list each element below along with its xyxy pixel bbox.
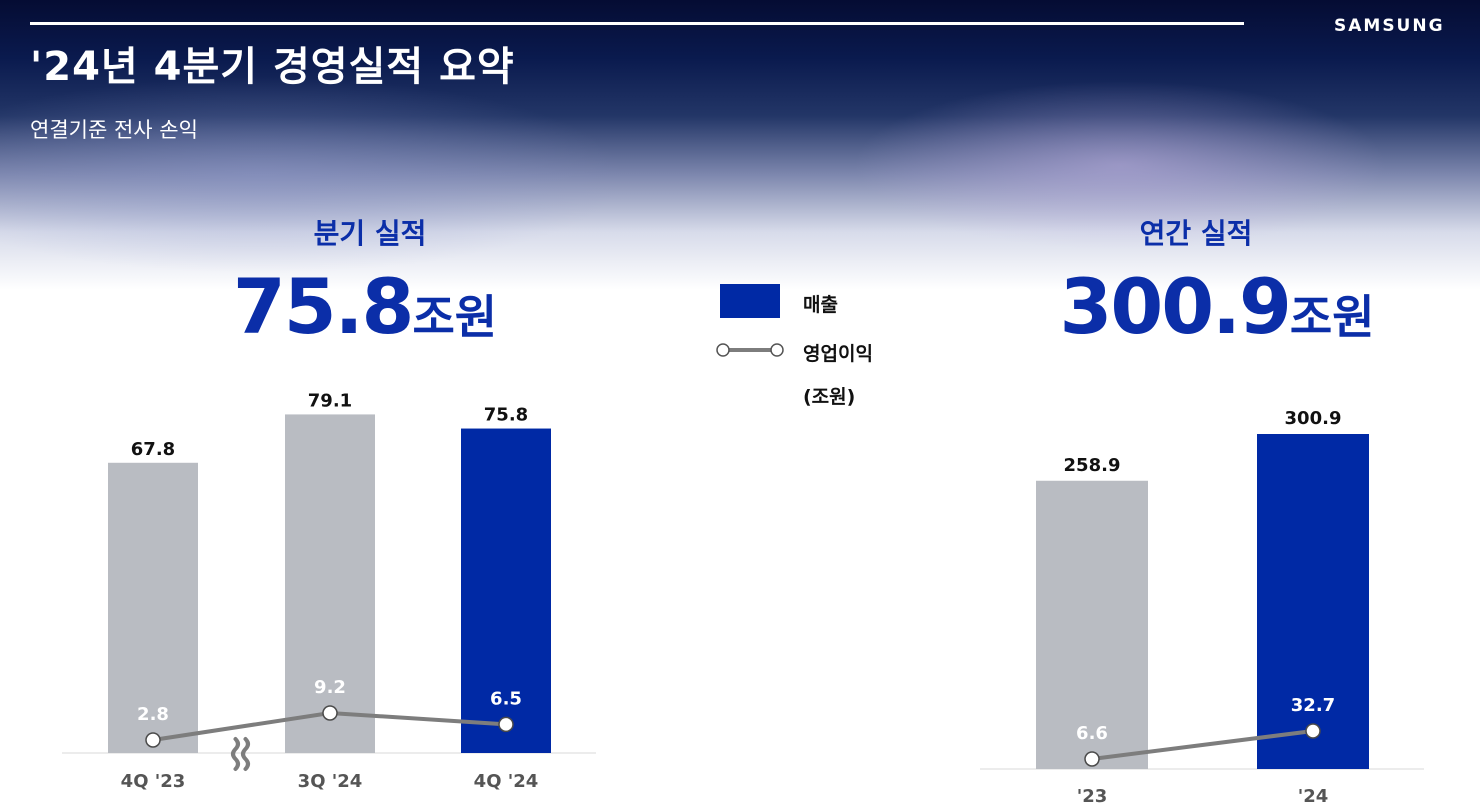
legend-unit-label: (조원) bbox=[803, 386, 856, 408]
quarterly-category-label: 3Q '24 bbox=[298, 771, 363, 792]
annual-headline: 300.9조원 bbox=[967, 262, 1467, 351]
quarterly-revenue-bar bbox=[285, 414, 375, 753]
annual-op-profit-label: 32.7 bbox=[1291, 695, 1335, 716]
quarterly-headline-value: 75.8 bbox=[232, 262, 415, 351]
quarterly-headline-unit: 조원 bbox=[412, 290, 498, 344]
samsung-logo: SAMSUNG bbox=[1334, 16, 1445, 36]
annual-chart: 258.9 '23 300.9 '24 6.6 32.7 bbox=[980, 408, 1424, 807]
quarterly-revenue-label: 67.8 bbox=[131, 439, 175, 460]
annual-op-profit-line bbox=[1091, 729, 1314, 761]
quarterly-op-profit-label: 6.5 bbox=[490, 688, 522, 709]
annual-headline-value: 300.9 bbox=[1059, 262, 1291, 351]
quarterly-op-profit-label: 2.8 bbox=[137, 704, 169, 725]
quarterly-wavy-break-icon bbox=[231, 737, 240, 771]
legend-op-profit-line-icon bbox=[716, 343, 784, 357]
header-rule bbox=[30, 22, 1244, 25]
annual-category-label: '24 bbox=[1298, 786, 1329, 807]
annual-headline-unit: 조원 bbox=[1289, 290, 1375, 344]
quarterly-op-profit-marker bbox=[322, 705, 338, 721]
annual-revenue-bar bbox=[1036, 480, 1148, 769]
quarterly-category-label: 4Q '23 bbox=[121, 771, 186, 792]
annual-revenue-bar bbox=[1257, 434, 1369, 769]
quarterly-headline: 75.8조원 bbox=[115, 262, 615, 351]
quarterly-chart: 67.8 4Q '23 79.1 3Q '24 75.8 4Q '24 2.8 9.2 6.5 bbox=[62, 390, 596, 792]
quarterly-section-title: 분기 실적 bbox=[313, 217, 427, 250]
annual-revenue-label: 300.9 bbox=[1285, 408, 1342, 429]
quarterly-op-profit-marker bbox=[498, 716, 514, 733]
header-background bbox=[0, 0, 1480, 290]
quarterly-op-profit-label: 9.2 bbox=[314, 677, 346, 698]
annual-op-profit-label: 6.6 bbox=[1076, 723, 1108, 744]
quarterly-revenue-label: 75.8 bbox=[484, 405, 528, 426]
annual-revenue-label: 258.9 bbox=[1064, 455, 1121, 476]
annual-op-profit-marker bbox=[1305, 723, 1321, 739]
quarterly-category-label: 4Q '24 bbox=[474, 771, 539, 792]
annual-section-title: 연간 실적 bbox=[1139, 217, 1253, 250]
legend-revenue-swatch bbox=[720, 284, 780, 318]
legend-op-profit-label: 영업이익 bbox=[803, 343, 873, 365]
annual-op-profit-marker bbox=[1084, 751, 1100, 767]
quarterly-op-profit-marker bbox=[145, 732, 161, 748]
legend-revenue-label: 매출 bbox=[803, 294, 838, 316]
quarterly-revenue-bar bbox=[461, 428, 551, 753]
page-title: '24년 4분기 경영실적 요약 bbox=[30, 44, 515, 90]
quarterly-revenue-bar bbox=[108, 462, 198, 753]
annual-category-label: '23 bbox=[1077, 786, 1108, 807]
quarterly-revenue-label: 79.1 bbox=[308, 390, 352, 411]
quarterly-wavy-break-icon bbox=[241, 737, 250, 771]
page-subtitle: 연결기준 전사 손익 bbox=[30, 118, 198, 142]
